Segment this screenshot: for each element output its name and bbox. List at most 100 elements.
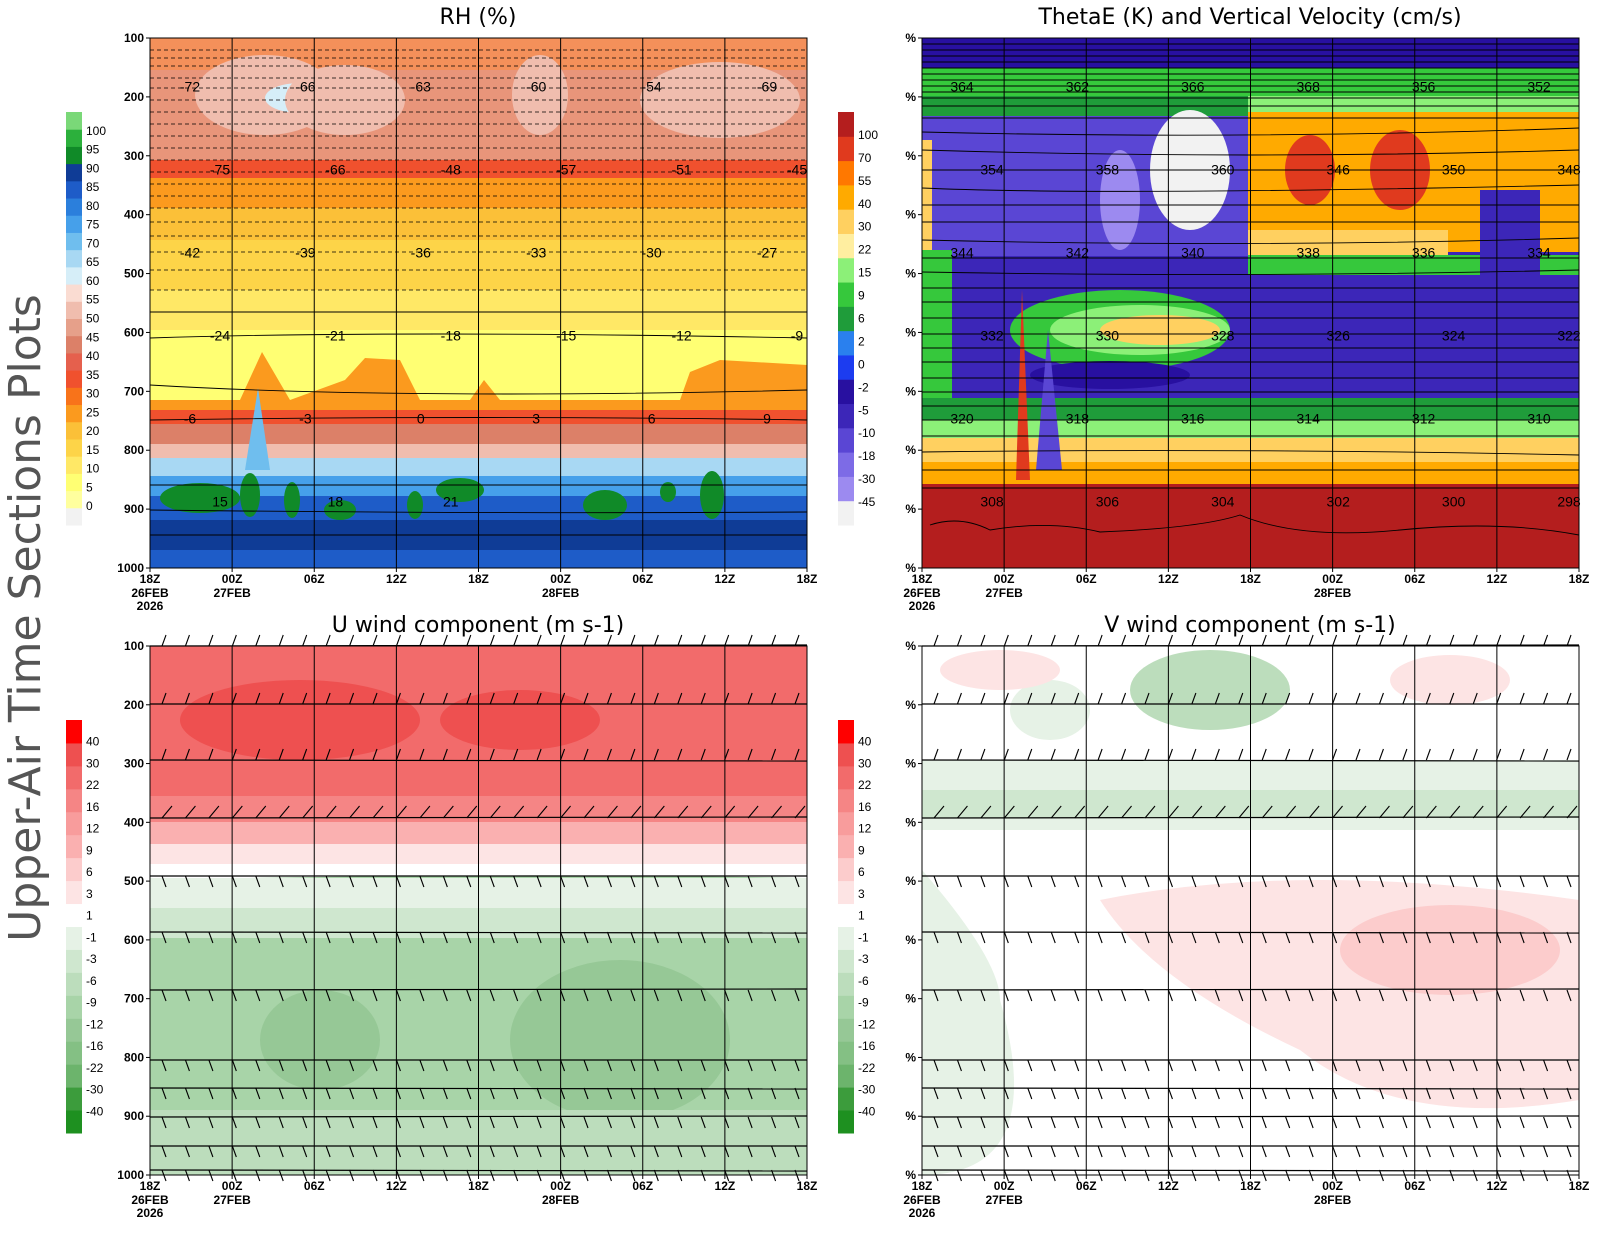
- contour-label: 324: [1442, 328, 1466, 344]
- x-date-label: 26FEB: [131, 1193, 169, 1207]
- x-date-label: 2026: [909, 1206, 936, 1220]
- wind-barb: [372, 634, 378, 647]
- colorbar-swatch: [838, 788, 854, 813]
- wind-barb: [700, 1116, 706, 1129]
- wind-barb: [466, 875, 472, 888]
- wind-barb: [1378, 875, 1384, 888]
- wind-barb: [933, 748, 939, 761]
- contour-label: -30: [641, 245, 661, 261]
- wind-barb: [1074, 875, 1080, 888]
- contour-label: 304: [1211, 494, 1235, 510]
- x-tick-label: 12Z: [386, 572, 407, 586]
- wind-barb: [1027, 1059, 1033, 1072]
- wind-barb: [1285, 1169, 1291, 1182]
- wind-barb: [1472, 805, 1484, 819]
- wind-barb: [1472, 989, 1478, 1002]
- wind-barb: [372, 748, 378, 761]
- wind-barb: [771, 875, 777, 888]
- wind-barb: [395, 875, 401, 888]
- wind-barb: [1425, 1116, 1431, 1129]
- wind-barb: [1214, 634, 1220, 647]
- colorbar-label: -22: [858, 1061, 876, 1075]
- x-tick-label: 18Z: [468, 572, 489, 586]
- wind-barb: [794, 748, 800, 761]
- wind-barb: [513, 1087, 519, 1100]
- wind-barb: [1566, 989, 1572, 1002]
- wind-barb: [1261, 692, 1267, 705]
- wind-barb: [1449, 1169, 1455, 1182]
- wind-barb: [231, 931, 237, 944]
- x-date-label: 2026: [137, 599, 164, 613]
- wind-barb: [161, 1087, 167, 1100]
- wind-barb: [560, 875, 566, 888]
- wind-barb: [1027, 1087, 1033, 1100]
- wind-barb: [1027, 931, 1033, 944]
- wind-barb: [1308, 1116, 1314, 1129]
- contour-label: 358: [1096, 162, 1120, 178]
- wind-barb: [1167, 748, 1173, 761]
- time-gridlines-thetae: [1003, 38, 1498, 568]
- wind-barb: [700, 692, 706, 705]
- wind-barb: [1285, 989, 1291, 1002]
- wind-barb: [560, 989, 566, 1002]
- wind-barb: [161, 805, 173, 819]
- wind-barb: [1121, 1169, 1127, 1182]
- wind-barb: [1191, 805, 1203, 819]
- wind-barb: [372, 1116, 378, 1129]
- colorbar-swatch: [838, 184, 854, 210]
- wind-barb: [747, 634, 753, 647]
- wind-barb: [349, 634, 355, 647]
- wind-barb: [1332, 875, 1338, 888]
- wind-barb: [302, 1059, 308, 1072]
- wind-barb: [606, 989, 612, 1002]
- wind-barb: [325, 1087, 331, 1100]
- wind-barb: [442, 1087, 448, 1100]
- colorbar-label: 65: [86, 255, 100, 269]
- colorbar-label: 3: [86, 887, 93, 901]
- wind-barb: [980, 1145, 986, 1158]
- wind-barb: [325, 634, 331, 647]
- colorbar-swatch: [66, 949, 82, 973]
- colorbar-label: 1: [86, 909, 93, 923]
- wind-barb: [1355, 875, 1361, 888]
- wind-barb: [372, 1059, 378, 1072]
- contour-label: -45: [787, 162, 807, 178]
- y-tick-label: %: [905, 874, 916, 888]
- wind-barb: [325, 875, 331, 888]
- colorbar-label: 12: [86, 822, 100, 836]
- wind-barb: [607, 805, 618, 819]
- wind-barb: [349, 931, 355, 944]
- contour-label: 330: [1096, 328, 1120, 344]
- contour-label: 368: [1297, 79, 1321, 95]
- wind-barb: [606, 692, 612, 705]
- y-tick-label: 700: [124, 992, 144, 1006]
- wind-barb: [1121, 1116, 1127, 1129]
- contour-label: 9: [763, 411, 771, 427]
- wind-barb: [1144, 931, 1150, 944]
- x-date-label: 28FEB: [1314, 586, 1352, 600]
- colorbar-swatch: [838, 209, 854, 234]
- wind-barb: [700, 989, 706, 1002]
- wind-barb: [1238, 931, 1244, 944]
- wind-barb: [980, 1087, 986, 1100]
- wind-barb: [980, 1169, 986, 1182]
- wind-barb: [1355, 634, 1361, 647]
- wind-barb: [1238, 692, 1244, 705]
- wind-barb: [1050, 1087, 1056, 1100]
- wind-barb: [1496, 692, 1502, 705]
- wind-barb: [1496, 748, 1502, 761]
- x-axis-rh: 18Z 00Z 06Z 12Z 18Z 00Z 06Z 12Z 18Z26FEB202627FE…: [131, 568, 817, 613]
- wind-barb: [1074, 989, 1080, 1002]
- wind-barb: [700, 1145, 706, 1158]
- wind-barb: [606, 1087, 612, 1100]
- y-tick-label: %: [905, 208, 916, 222]
- wind-barb: [1050, 1116, 1056, 1129]
- wind-barb: [1121, 748, 1127, 761]
- contour-label: 344: [950, 245, 974, 261]
- colorbar-swatch: [66, 180, 82, 199]
- y-tick-label: %: [905, 502, 916, 516]
- y-tick-label: %: [905, 149, 916, 163]
- wind-barb: [325, 1145, 331, 1158]
- colorbar-swatch: [838, 379, 854, 405]
- wind-barb: [302, 692, 308, 705]
